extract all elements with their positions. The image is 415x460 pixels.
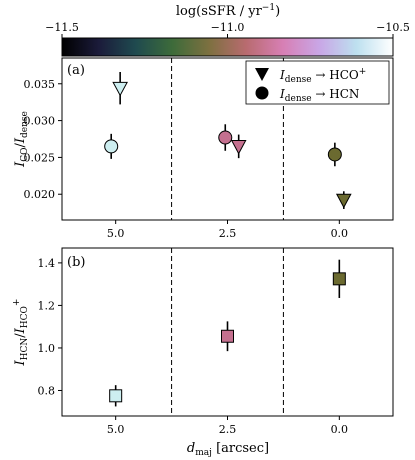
circle-marker [218, 130, 233, 145]
panel-a-y-ticks: 0.020 0.025 0.030 0.035 [24, 78, 62, 201]
circle-marker [327, 147, 342, 162]
colorbar: log(sSFR / yr−1) −11.5 −11.0 −10.5 [45, 3, 410, 57]
panel-b-divider-lines [171, 248, 284, 416]
square-marker [332, 272, 346, 286]
y-tick-label: 1.2 [38, 299, 56, 312]
y-tick-label: 0.8 [38, 384, 56, 397]
triangle-marker [335, 193, 352, 209]
y-tick-label: 1.0 [38, 342, 56, 355]
y-tick-label: 0.020 [24, 188, 56, 201]
triangle-marker [112, 81, 128, 97]
colorbar-ticks: −11.5 −11.0 −10.5 [45, 21, 410, 38]
square-marker [221, 329, 234, 343]
panel-b-points [109, 259, 346, 407]
x-tick-label: 5.0 [107, 227, 125, 240]
y-tick-label: 1.4 [38, 257, 56, 270]
legend-entry-hcop: Idense → HCO+ [279, 67, 366, 85]
y-tick-label: 0.030 [24, 115, 56, 128]
x-tick-label: 5.0 [107, 423, 125, 436]
legend-triangle-marker [255, 68, 269, 81]
x-tick-label: 0.0 [331, 227, 349, 240]
legend-entry-hcn: Idense → HCN [279, 87, 359, 104]
circle-marker [104, 139, 119, 154]
legend-circle-marker [255, 86, 269, 100]
panel-a: 0.020 0.025 0.030 0.035 5.0 2.5 0.0 (a) Idens… [13, 57, 394, 240]
colorbar-tick-label: −11.5 [45, 21, 79, 34]
x-tick-label: 0.0 [331, 423, 349, 436]
legend-box [245, 60, 390, 105]
y-tick-label: 0.025 [24, 151, 56, 164]
panel-b: 0.8 1.0 1.2 1.4 5.0 2.5 0.0 (b) IHCN/IHCO+ dm… [12, 247, 394, 458]
x-tick-label: 2.5 [219, 423, 237, 436]
panel-a-x-ticks: 5.0 2.5 0.0 [107, 220, 348, 240]
legend: Idense → HCO+ Idense → HCN [245, 60, 390, 105]
colorbar-tick-label: −10.5 [376, 21, 410, 34]
panel-a-points [104, 71, 352, 209]
square-marker [109, 389, 123, 403]
panel-b-y-ticks: 0.8 1.0 1.2 1.4 [38, 257, 62, 397]
panel-a-ylabel: ICO/Idense [13, 111, 30, 168]
panel-a-label: (a) [67, 63, 85, 78]
x-tick-label: 2.5 [219, 227, 237, 240]
panel-b-ylabel: IHCN/IHCO+ [12, 299, 30, 367]
panel-b-label: (b) [67, 255, 85, 270]
colorbar-label: log(sSFR / yr−1) [176, 3, 280, 19]
panel-b-x-ticks: 5.0 2.5 0.0 [107, 416, 348, 436]
colorbar-tick-label: −11.0 [211, 21, 245, 34]
colorbar-gradient [61, 37, 394, 57]
triangle-marker [230, 140, 247, 155]
x-axis-label: dmaj [arcsec] [187, 441, 269, 458]
y-tick-label: 0.035 [24, 78, 56, 91]
